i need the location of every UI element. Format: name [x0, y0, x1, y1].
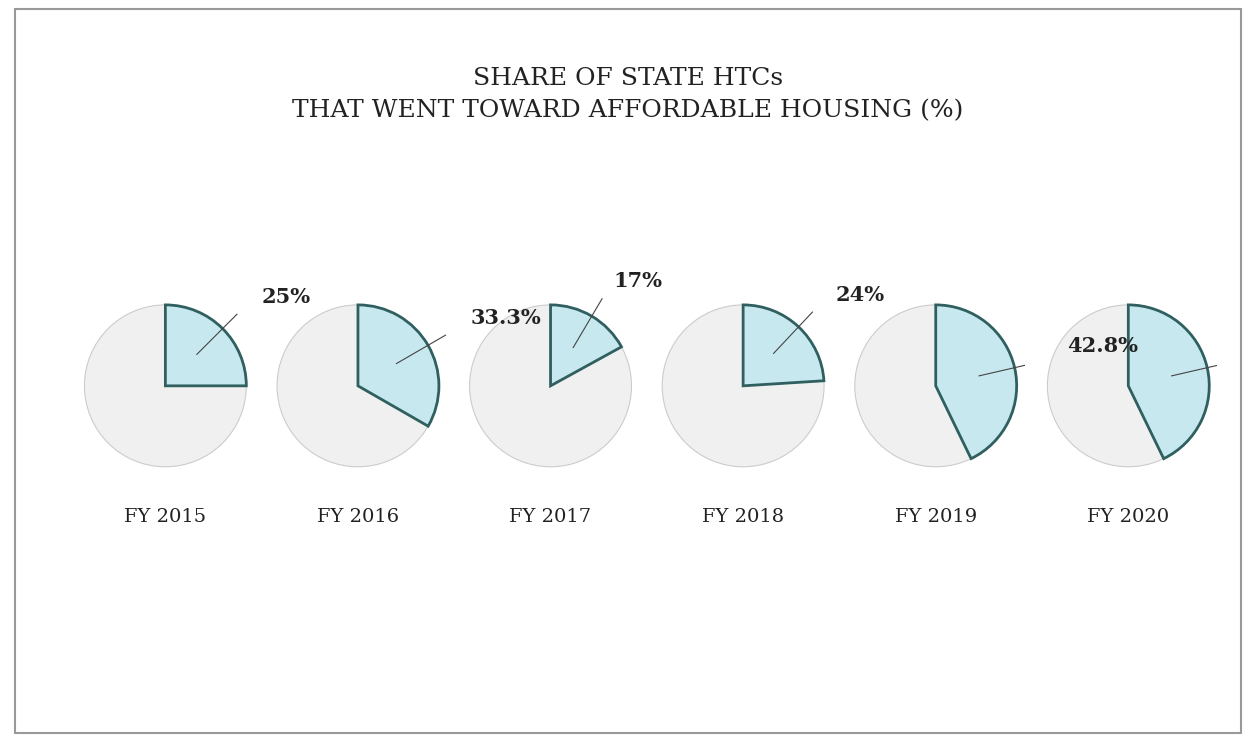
Text: FY 2017: FY 2017 — [510, 508, 592, 526]
Wedge shape — [550, 305, 622, 386]
Text: FY 2018: FY 2018 — [702, 508, 784, 526]
Text: FY 2019: FY 2019 — [894, 508, 977, 526]
Wedge shape — [358, 305, 438, 426]
Text: 17%: 17% — [613, 272, 662, 292]
Text: FY 2015: FY 2015 — [124, 508, 206, 526]
Wedge shape — [744, 305, 824, 386]
Text: 42.8%: 42.8% — [1068, 335, 1138, 355]
Wedge shape — [936, 305, 1016, 459]
Wedge shape — [1128, 305, 1210, 459]
Text: FY 2020: FY 2020 — [1088, 508, 1169, 526]
Text: 24%: 24% — [835, 285, 885, 305]
Text: 33.3%: 33.3% — [471, 308, 541, 328]
Text: SHARE OF STATE HTCs
THAT WENT TOWARD AFFORDABLE HOUSING (%): SHARE OF STATE HTCs THAT WENT TOWARD AFF… — [293, 67, 963, 122]
Circle shape — [855, 305, 1016, 467]
Wedge shape — [166, 305, 246, 386]
Circle shape — [84, 305, 246, 467]
Circle shape — [470, 305, 632, 467]
Circle shape — [662, 305, 824, 467]
Text: 25%: 25% — [263, 287, 311, 307]
Circle shape — [278, 305, 438, 467]
Text: FY 2016: FY 2016 — [317, 508, 399, 526]
Circle shape — [1048, 305, 1210, 467]
